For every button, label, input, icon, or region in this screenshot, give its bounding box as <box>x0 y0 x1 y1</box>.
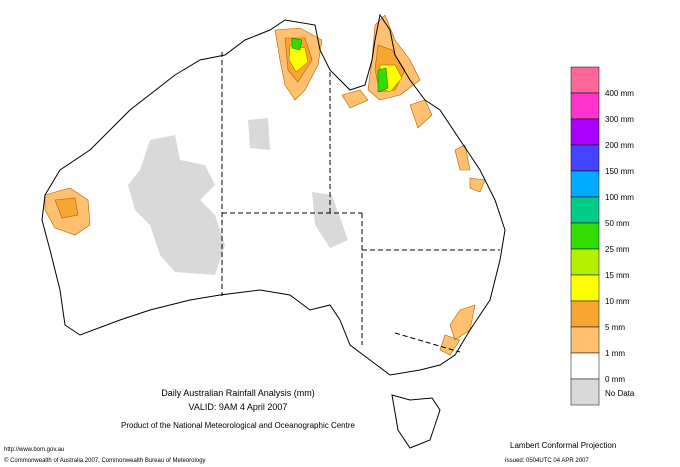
legend-label: 15 mm <box>605 271 630 280</box>
legend-swatch <box>570 378 600 406</box>
legend-label: 0 mm <box>605 375 625 384</box>
legend-label: 25 mm <box>605 245 630 254</box>
legend-swatch <box>570 326 600 354</box>
legend-label: 150 mm <box>605 167 634 176</box>
legend-swatch <box>570 222 600 250</box>
legend: 400 mm 300 mm 200 mm 150 mm 100 mm 50 mm 25 mm… <box>570 66 635 406</box>
rain-5mm <box>54 37 406 219</box>
legend-label: No Data <box>605 389 635 398</box>
legend-label: 300 mm <box>605 115 634 124</box>
issued: Issued: 0504UTC 04 APR 2007 <box>505 458 589 464</box>
coastline <box>41 13 506 376</box>
legend-label: 10 mm <box>605 297 630 306</box>
valid-date: VALID: 9AM 4 April 2007 <box>189 402 288 412</box>
legend-swatch <box>570 66 600 94</box>
legend-label: 5 mm <box>605 323 625 332</box>
legend-label: 1 mm <box>605 349 625 358</box>
no-data-region <box>128 118 348 275</box>
legend-swatch <box>570 196 600 224</box>
legend-label: 400 mm <box>605 89 634 98</box>
legend-swatch <box>570 274 600 302</box>
legend-swatch <box>570 118 600 146</box>
legend-swatch <box>570 248 600 276</box>
legend-swatch <box>570 170 600 198</box>
producer: Product of the National Meteorological a… <box>121 421 355 430</box>
url: http://www.bom.gov.au <box>4 447 64 453</box>
projection: Lambert Conformal Projection <box>510 441 616 450</box>
copyright: © Commonwealth of Australia 2007, Common… <box>4 457 206 464</box>
title: Daily Australian Rainfall Analysis (mm) <box>161 388 315 398</box>
legend-swatch <box>570 352 600 380</box>
state-border <box>221 52 500 353</box>
legend-label: 200 mm <box>605 141 634 150</box>
legend-swatch <box>570 92 600 120</box>
rain-1mm <box>44 14 486 356</box>
legend-swatch <box>570 144 600 172</box>
legend-swatch <box>570 300 600 328</box>
tasmania <box>391 394 441 449</box>
legend-label: 50 mm <box>605 219 630 228</box>
rain-25mm <box>291 37 389 93</box>
legend-label: 100 mm <box>605 193 634 202</box>
